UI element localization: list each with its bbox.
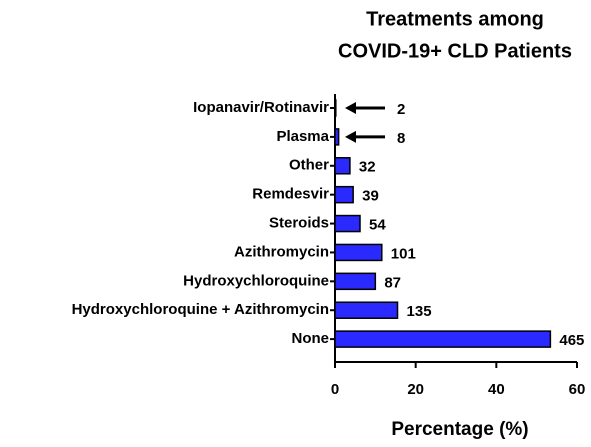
count-label: 87 xyxy=(384,274,401,291)
y-tick-label: Iopanavir/Rotinavir xyxy=(193,99,329,116)
count-label: 32 xyxy=(359,159,376,176)
chart-title: COVID-19+ CLD Patients xyxy=(338,40,572,62)
y-tick-label: None xyxy=(292,330,330,347)
y-tick-label: Remdesvir xyxy=(252,186,329,203)
bar xyxy=(334,301,399,319)
bar xyxy=(334,272,377,291)
y-tick-label: Other xyxy=(289,157,329,174)
x-tick-label: 40 xyxy=(488,381,505,398)
bar xyxy=(334,330,552,348)
arrow-head xyxy=(345,130,356,143)
chart-title: Treatments among xyxy=(366,8,544,30)
bar xyxy=(334,128,340,146)
bar xyxy=(334,157,351,175)
bar xyxy=(334,185,354,204)
count-label: 2 xyxy=(397,101,405,118)
y-tick-label: Plasma xyxy=(276,128,329,145)
count-label: 54 xyxy=(369,217,386,234)
bar xyxy=(334,99,337,117)
y-tick-label: Azithromycin xyxy=(234,243,329,260)
count-label: 465 xyxy=(559,332,584,349)
x-tick-label: 60 xyxy=(569,381,586,398)
y-tick-label: Hydroxychloroquine + Azithromycin xyxy=(72,301,329,318)
arrow-head xyxy=(345,102,356,114)
y-tick-label: Steroids xyxy=(269,215,329,232)
bar xyxy=(334,243,383,262)
count-label: 135 xyxy=(407,303,432,320)
x-axis-title: Percentage (%) xyxy=(391,419,528,440)
count-label: 101 xyxy=(391,245,416,262)
y-tick-label: Hydroxychloroquine xyxy=(183,272,329,289)
count-label: 8 xyxy=(397,130,405,147)
x-tick-label: 20 xyxy=(407,381,424,398)
count-label: 39 xyxy=(362,188,379,205)
bar xyxy=(334,214,361,233)
x-tick-label: 0 xyxy=(331,381,339,398)
